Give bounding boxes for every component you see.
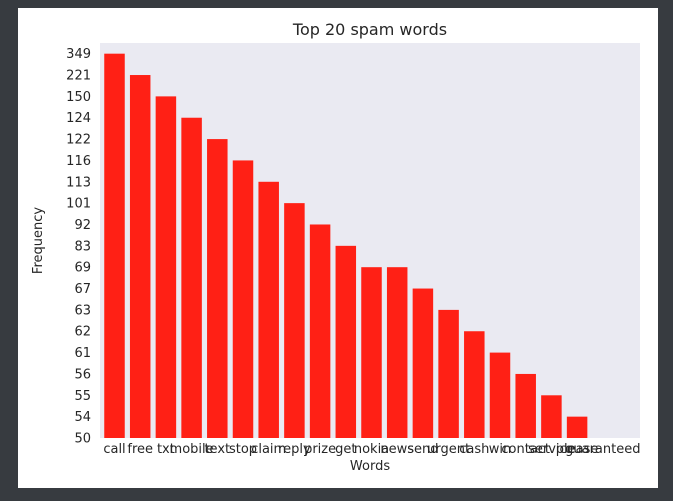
bar-service [541,395,562,438]
bar-please [566,416,588,438]
y-tick-label: 349 [66,47,91,62]
y-tick-label: 221 [66,69,91,84]
y-tick-label: 63 [74,303,91,318]
x-tick-label-guaranteed: guaranteed [565,442,640,457]
x-tick-label-news: news [380,442,414,457]
y-tick-label: 61 [74,346,91,361]
bar-chart: Top 20 spam words Words Frequency call fr… [31,20,640,474]
y-tick-label: 122 [66,133,91,148]
y-tick-label: 62 [74,325,91,340]
bar-urgent [438,309,459,438]
x-tick-label-please: please [556,442,599,457]
y-tick-label: 116 [66,154,91,169]
y-tick-label: 54 [74,410,91,425]
x-tick-label-prize: prize [304,442,336,457]
y-tick-label: 69 [74,261,91,276]
bar-nokia [361,267,382,438]
bar-reply [284,203,305,438]
bar-txt [155,96,177,438]
y-tick-label: 83 [74,239,91,254]
y-tick-label: 92 [74,218,91,233]
x-tick-label-claim: claim [251,442,286,457]
x-tick-label-reply: reply [278,442,311,457]
bar-prize [309,224,331,438]
x-tick-labels: call free txtmobiletextstopclaimreplyprize… [103,442,640,457]
bar-get [335,245,357,438]
x-tick-label-stop: stop [229,442,257,457]
x-tick-label-urgent: urgent [427,442,470,457]
y-tick-label: 56 [74,367,91,382]
y-tick-labels: 50 54 55 56 61 62 63 67 69 83 92 101 113 116 122 124 150… [66,47,91,446]
x-tick-label-txt: txt [157,442,175,457]
bar-stop [232,160,254,438]
chart-figure: Top 20 spam words Words Frequency call fr… [18,8,658,488]
bar-win [489,352,511,438]
x-tick-label-cash: cash [459,442,489,457]
y-tick-label: 124 [66,111,91,126]
x-tick-label-text: text [204,442,230,457]
y-tick-label: 67 [74,282,91,297]
chart-title: Top 20 spam words [292,20,447,39]
x-tick-label-mobile: mobile [170,442,214,457]
x-tick-label-send: send [407,442,438,457]
bar-mobile [181,117,202,438]
x-tick-label-nokia: nokia [354,442,389,457]
bar-cash [464,331,485,438]
x-axis-label: Words [350,459,390,474]
bar-free [129,75,151,438]
y-tick-label: 150 [66,90,91,105]
bar-text [207,139,228,438]
x-tick-label-win: win [489,442,511,457]
y-tick-label: 50 [74,432,91,447]
bar-news [386,267,408,438]
x-tick-label-get: get [335,442,356,457]
x-tick-label-call: call [103,442,125,457]
bars-group [104,53,588,439]
x-tick-label-free: free [127,442,153,457]
y-axis-label: Frequency [31,207,46,274]
bar-send [412,288,434,438]
y-tick-label: 101 [66,197,91,212]
y-tick-label: 113 [66,175,91,190]
bar-contact [515,373,536,438]
y-tick-label: 55 [74,389,91,404]
bar-claim [258,181,279,438]
bar-call [104,53,125,439]
x-tick-label-contact: contact [501,442,550,457]
x-tick-label-service: service [528,442,575,457]
